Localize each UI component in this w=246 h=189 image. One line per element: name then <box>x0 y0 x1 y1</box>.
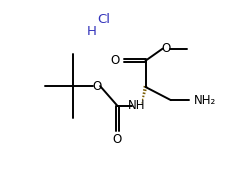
Text: O: O <box>162 42 171 55</box>
Text: Cl: Cl <box>97 13 110 26</box>
Text: O: O <box>113 133 122 146</box>
Text: H: H <box>87 25 97 38</box>
Text: O: O <box>92 80 101 93</box>
Text: NH: NH <box>128 99 146 112</box>
Text: O: O <box>110 54 120 67</box>
Text: NH₂: NH₂ <box>194 94 216 107</box>
